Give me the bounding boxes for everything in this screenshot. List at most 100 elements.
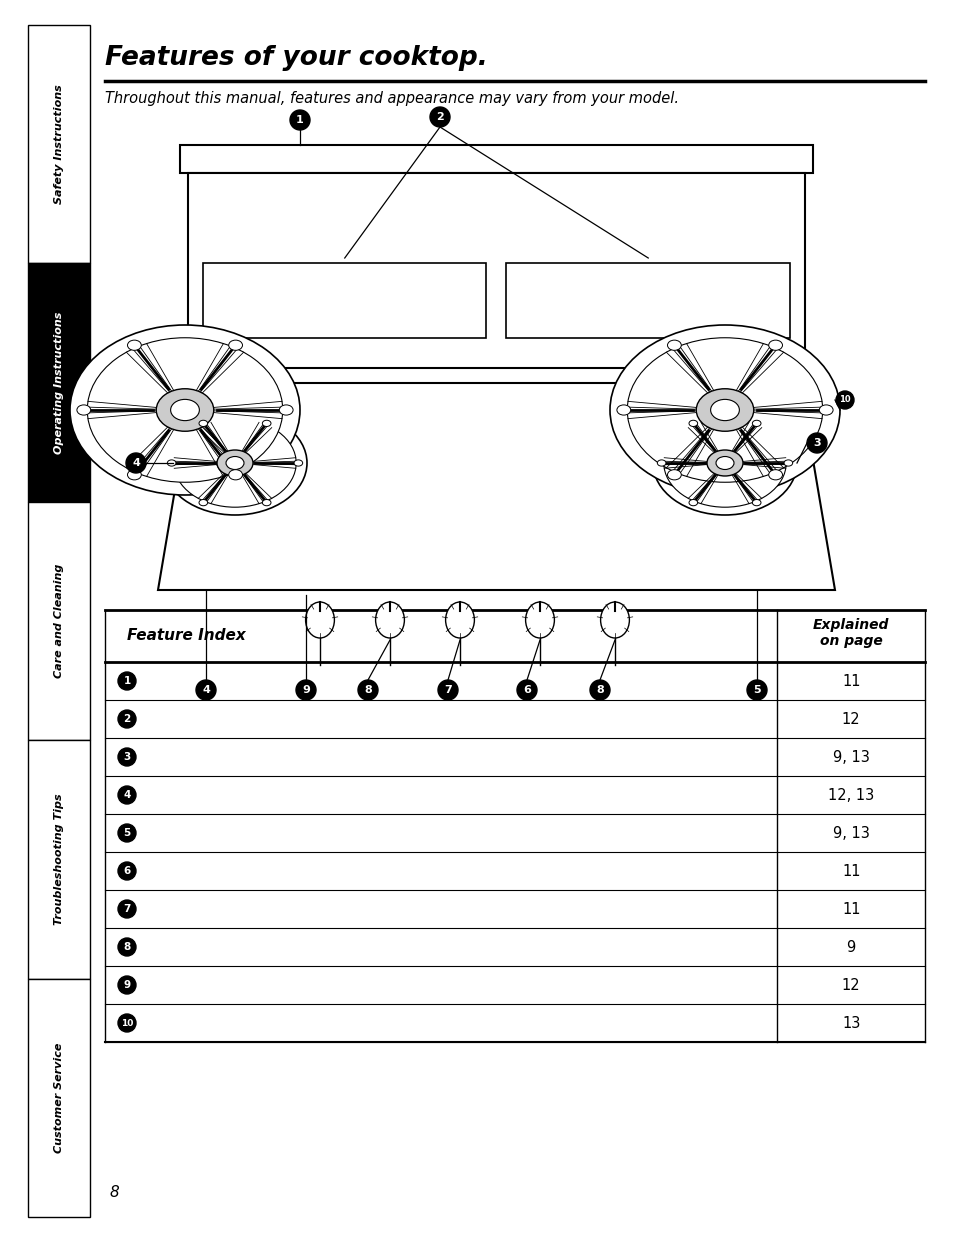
Bar	[188, 173, 804, 368]
Text: 4: 4	[123, 790, 131, 800]
Text: 8: 8	[110, 1186, 120, 1200]
Ellipse shape	[710, 399, 739, 421]
Text: 11: 11	[841, 673, 860, 688]
Ellipse shape	[294, 459, 302, 466]
Ellipse shape	[688, 420, 697, 426]
Ellipse shape	[216, 450, 253, 475]
Ellipse shape	[87, 337, 282, 482]
Text: 2: 2	[436, 112, 443, 122]
Ellipse shape	[229, 469, 242, 480]
Ellipse shape	[173, 419, 295, 508]
Ellipse shape	[229, 340, 242, 351]
Text: 7: 7	[444, 685, 452, 695]
Ellipse shape	[167, 459, 175, 466]
Text: Feature Index: Feature Index	[127, 629, 246, 643]
Bar	[28, 740, 90, 978]
Ellipse shape	[262, 420, 271, 426]
Text: 6: 6	[522, 685, 531, 695]
Text: 12: 12	[841, 711, 860, 726]
Ellipse shape	[199, 499, 208, 506]
Ellipse shape	[262, 499, 271, 506]
Text: Safety Instructions: Safety Instructions	[54, 84, 64, 204]
Ellipse shape	[171, 399, 199, 421]
Ellipse shape	[375, 601, 404, 638]
Text: 3: 3	[812, 438, 820, 448]
Text: 10: 10	[839, 395, 850, 405]
Ellipse shape	[657, 459, 665, 466]
Bar	[180, 144, 812, 173]
Ellipse shape	[663, 419, 785, 508]
Bar	[28, 263, 90, 501]
Circle shape	[517, 680, 537, 700]
Text: 1: 1	[123, 676, 131, 685]
Text: 8: 8	[364, 685, 372, 695]
Ellipse shape	[609, 325, 840, 495]
Circle shape	[437, 680, 457, 700]
Text: 12, 13: 12, 13	[827, 788, 873, 803]
Ellipse shape	[652, 411, 796, 515]
Bar	[28, 25, 90, 263]
Text: Explained
on page: Explained on page	[812, 618, 888, 648]
Circle shape	[118, 862, 136, 881]
Text: Care and Cleaning: Care and Cleaning	[54, 564, 64, 678]
Polygon shape	[158, 383, 834, 590]
Circle shape	[195, 680, 215, 700]
Circle shape	[118, 824, 136, 842]
Circle shape	[806, 433, 826, 453]
Ellipse shape	[70, 325, 299, 495]
Ellipse shape	[819, 405, 832, 415]
Ellipse shape	[768, 469, 781, 480]
Text: 3: 3	[123, 752, 131, 762]
Circle shape	[118, 939, 136, 956]
Ellipse shape	[525, 601, 554, 638]
Circle shape	[118, 748, 136, 766]
Text: Operating Instructions: Operating Instructions	[54, 311, 64, 453]
Bar	[28, 501, 90, 740]
Ellipse shape	[752, 499, 760, 506]
Text: 8: 8	[123, 942, 131, 952]
Circle shape	[126, 453, 146, 473]
Ellipse shape	[688, 499, 697, 506]
Circle shape	[430, 107, 450, 127]
Text: Troubleshooting Tips: Troubleshooting Tips	[54, 794, 64, 925]
Ellipse shape	[626, 337, 821, 482]
Text: 10: 10	[121, 1019, 133, 1028]
Bar	[506, 263, 789, 338]
Circle shape	[357, 680, 377, 700]
Ellipse shape	[445, 601, 474, 638]
Text: 7: 7	[123, 904, 131, 914]
Text: 9, 13: 9, 13	[832, 750, 869, 764]
Ellipse shape	[128, 340, 141, 351]
Ellipse shape	[696, 389, 753, 431]
Ellipse shape	[752, 420, 760, 426]
Ellipse shape	[667, 340, 680, 351]
Ellipse shape	[600, 601, 629, 638]
Text: Customer Service: Customer Service	[54, 1042, 64, 1153]
Text: 11: 11	[841, 863, 860, 878]
Text: 11: 11	[841, 902, 860, 916]
Ellipse shape	[305, 601, 335, 638]
Ellipse shape	[128, 469, 141, 480]
Bar	[28, 978, 90, 1216]
Ellipse shape	[226, 457, 244, 469]
Text: Features of your cooktop.: Features of your cooktop.	[105, 44, 487, 70]
Ellipse shape	[199, 420, 208, 426]
Text: 5: 5	[123, 827, 131, 839]
Bar	[203, 263, 486, 338]
Text: 5: 5	[753, 685, 760, 695]
Ellipse shape	[706, 450, 742, 475]
Ellipse shape	[783, 459, 792, 466]
Ellipse shape	[279, 405, 293, 415]
Text: 9: 9	[123, 981, 131, 990]
Circle shape	[295, 680, 315, 700]
Circle shape	[290, 110, 310, 130]
Text: 9: 9	[845, 940, 855, 955]
Circle shape	[118, 976, 136, 994]
Ellipse shape	[667, 469, 680, 480]
Text: 6: 6	[123, 866, 131, 876]
Circle shape	[118, 785, 136, 804]
Text: 2: 2	[123, 714, 131, 724]
Text: 1: 1	[295, 115, 304, 125]
Text: 13: 13	[841, 1015, 860, 1030]
Ellipse shape	[156, 389, 213, 431]
